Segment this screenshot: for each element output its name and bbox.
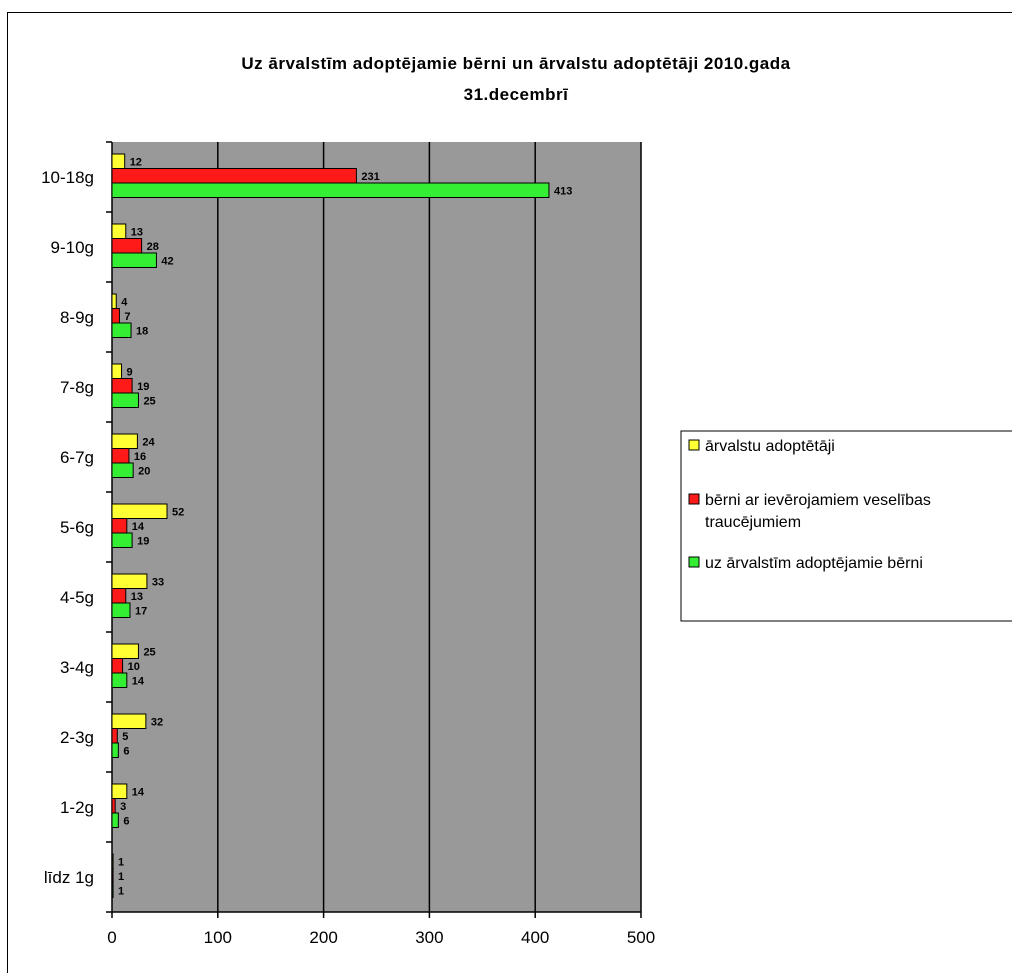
x-tick-label: 200	[309, 928, 337, 947]
bar	[111, 672, 128, 688]
bar	[111, 882, 114, 898]
data-label: 12	[130, 156, 142, 168]
x-tick-label: 100	[204, 928, 232, 947]
data-label: 4	[121, 296, 128, 308]
x-tick-label: 500	[627, 928, 655, 947]
x-tick-label: 0	[107, 928, 116, 947]
chart-frame: Uz ārvalstīm adoptējamie bērni un ārvals…	[7, 12, 1012, 973]
bar	[111, 602, 131, 618]
data-label: 18	[136, 325, 148, 337]
data-label: 16	[134, 451, 146, 463]
data-label: 13	[131, 226, 143, 238]
bar	[111, 812, 119, 828]
bar	[111, 658, 124, 674]
data-label: 17	[135, 605, 147, 617]
data-label: 5	[122, 731, 128, 743]
bar	[111, 853, 114, 869]
plot-background	[112, 142, 641, 912]
bar	[111, 433, 138, 449]
bar	[111, 378, 133, 394]
chart-title-line-2: 31.decembrī	[464, 85, 569, 104]
data-label: 14	[132, 521, 145, 533]
data-label: 24	[142, 436, 155, 448]
bar	[111, 868, 114, 884]
data-label: 33	[152, 576, 164, 588]
bar	[111, 252, 157, 268]
legend-label: bērni ar ievērojamiem veselības	[705, 492, 931, 509]
bar	[111, 168, 357, 184]
category-label: 8-9g	[60, 308, 94, 327]
category-label: 1-2g	[60, 798, 94, 817]
category-label: 2-3g	[60, 728, 94, 747]
data-label: 413	[554, 185, 572, 197]
bar	[111, 293, 117, 309]
data-label: 6	[123, 745, 129, 757]
bar	[111, 503, 168, 519]
bar	[111, 238, 143, 254]
legend-label: ārvalstu adoptētāji	[705, 438, 835, 455]
bar	[111, 462, 134, 478]
data-label: 231	[361, 171, 379, 183]
bar	[111, 153, 126, 169]
bar	[111, 532, 133, 548]
bar	[111, 223, 127, 239]
bar	[111, 783, 128, 799]
bar	[111, 518, 128, 534]
category-label: 5-6g	[60, 518, 94, 537]
data-label: 1	[118, 856, 124, 868]
plot-area: 0 100 200 300 400 50010-18g122314139-10g13284…	[41, 141, 655, 947]
data-label: 13	[131, 591, 143, 603]
legend-swatch	[688, 439, 700, 451]
data-label: 42	[161, 255, 173, 267]
chart: Uz ārvalstīm adoptējamie bērni un ārvals…	[41, 54, 1012, 947]
data-label: 14	[132, 786, 145, 798]
legend: ārvalstu adoptētāji bērni ar ievērojamiem…	[680, 430, 1012, 622]
legend-box	[680, 430, 1012, 622]
data-label: 1	[118, 871, 124, 883]
bar	[111, 573, 148, 589]
data-label: 1	[118, 885, 124, 897]
legend-swatch	[688, 556, 700, 568]
bar	[111, 713, 147, 729]
data-label: 52	[172, 506, 184, 518]
bar	[111, 392, 139, 408]
category-label: līdz 1g	[44, 868, 94, 887]
bar	[111, 322, 132, 338]
data-label: 20	[138, 465, 150, 477]
data-label: 7	[124, 311, 130, 323]
legend-swatch	[688, 493, 700, 505]
category-label: 6-7g	[60, 448, 94, 467]
bar	[111, 728, 118, 744]
category-label: 7-8g	[60, 378, 94, 397]
data-label: 10	[128, 661, 140, 673]
data-label: 3	[120, 801, 126, 813]
data-label: 32	[151, 716, 163, 728]
x-tick-label: 300	[415, 928, 443, 947]
data-label: 19	[137, 535, 149, 547]
data-label: 28	[147, 241, 159, 253]
data-label: 25	[143, 646, 155, 658]
legend-label: uz ārvalstīm adoptējamie bērni	[705, 555, 923, 572]
bar	[111, 742, 119, 758]
x-tick-label: 400	[521, 928, 549, 947]
bar	[111, 448, 130, 464]
category-label: 9-10g	[51, 238, 94, 257]
bar	[111, 643, 139, 659]
bar	[111, 363, 123, 379]
bar	[111, 308, 120, 324]
bar	[111, 588, 127, 604]
data-label: 9	[127, 366, 133, 378]
data-label: 19	[137, 381, 149, 393]
bar	[111, 182, 550, 198]
chart-title-line-1: Uz ārvalstīm adoptējamie bērni un ārvals…	[241, 54, 790, 73]
bar	[111, 798, 116, 814]
data-label: 14	[132, 675, 145, 687]
category-label: 10-18g	[41, 168, 94, 187]
category-label: 3-4g	[60, 658, 94, 677]
legend-label: traucējumiem	[705, 514, 801, 531]
data-label: 25	[143, 395, 155, 407]
data-label: 6	[123, 815, 129, 827]
category-label: 4-5g	[60, 588, 94, 607]
